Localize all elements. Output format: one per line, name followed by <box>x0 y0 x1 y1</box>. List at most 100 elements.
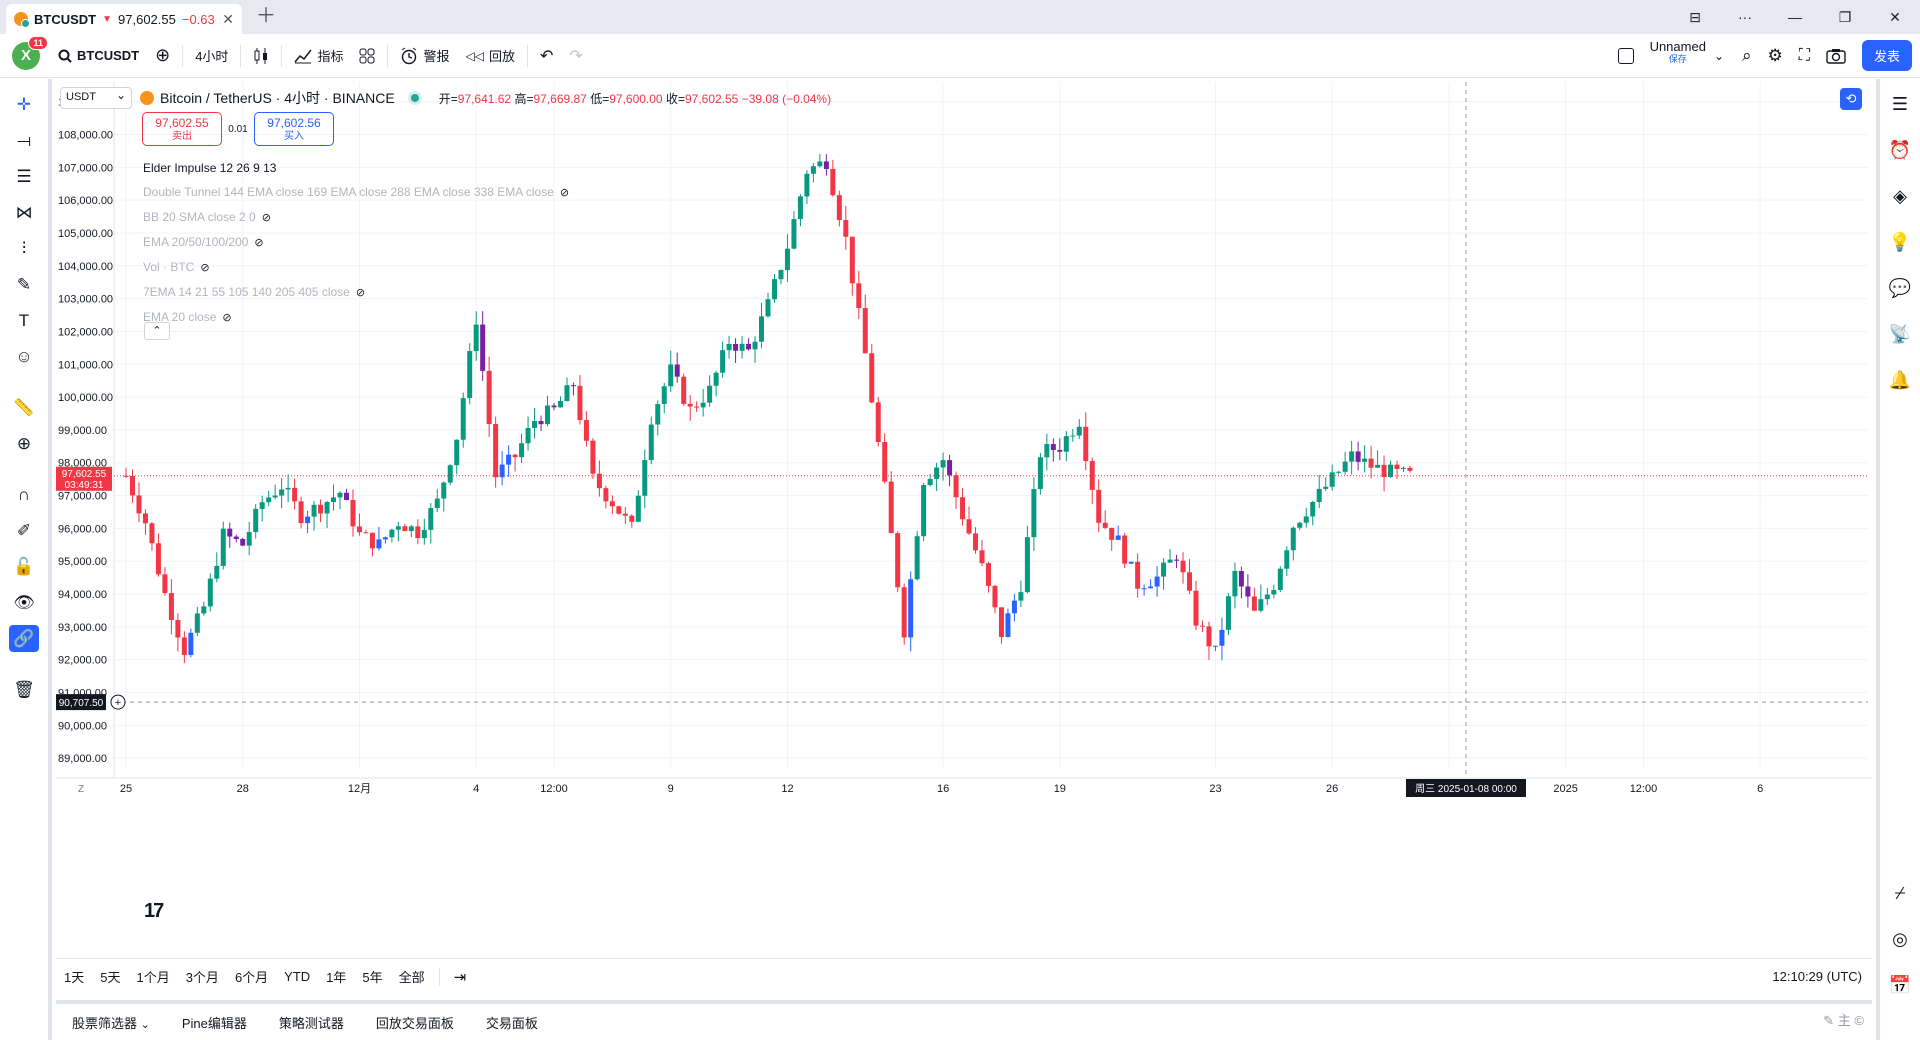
snapshot-button[interactable] <box>1818 40 1854 72</box>
eye-off-icon[interactable]: ⊘ <box>355 287 366 299</box>
eye-icon[interactable]: 👁 <box>13 592 35 612</box>
indicator-item[interactable]: Vol · BTC ⊘ <box>143 255 569 280</box>
indicator-item[interactable]: 7EMA 14 21 55 105 140 205 405 close ⊘ <box>143 280 569 305</box>
fib-lines-icon[interactable]: ☰ <box>16 166 32 186</box>
trend-line-icon[interactable]: ⟞ <box>16 130 32 150</box>
indicator-item[interactable]: EMA 20 close ⊘ <box>143 305 569 330</box>
range-1y[interactable]: 1年 <box>326 970 347 985</box>
broadcast-icon[interactable]: 📡 <box>1888 323 1912 344</box>
buy-button[interactable]: 97,602.56 买入 <box>254 112 334 146</box>
toolbar-divider <box>240 44 242 67</box>
lock-drawing-icon[interactable]: ✐ <box>16 520 32 540</box>
price-chart[interactable]: 109,000.00108,000.00107,000.00106,000.00… <box>56 82 1872 956</box>
new-tab-button[interactable]: ＋ <box>256 5 276 27</box>
tab-stock-screener[interactable]: 股票筛选器 ⌄ <box>56 1013 166 1032</box>
eye-off-icon[interactable]: ⊘ <box>559 187 570 199</box>
replay-button[interactable]: ◁◁ 回放 <box>457 40 522 72</box>
fullscreen-button[interactable]: ⛶ <box>1791 40 1818 72</box>
magnet-icon[interactable]: ∩ <box>17 484 31 504</box>
indicator-item[interactable]: Double Tunnel 144 EMA close 169 EMA clos… <box>143 180 569 205</box>
candle-body <box>823 161 829 169</box>
link-icon[interactable]: 🔗 <box>9 625 39 652</box>
layout-name-button[interactable]: Unnamed 保存 <box>1642 40 1714 72</box>
sell-button[interactable]: 97,602.55 卖出 <box>142 112 222 146</box>
range-all[interactable]: 全部 <box>398 970 425 985</box>
lock-icon[interactable]: 🔓 <box>13 556 35 576</box>
trash-icon[interactable]: 🗑 <box>13 679 35 699</box>
watchlist-icon[interactable]: ☰ <box>1891 93 1909 114</box>
chevron-down-icon[interactable]: ⌄ <box>1713 48 1724 63</box>
zoom-in-icon[interactable]: ⊕ <box>16 433 32 453</box>
chart-type-button[interactable] <box>245 40 277 72</box>
eye-off-icon[interactable]: ⊘ <box>254 237 264 249</box>
avatar[interactable]: X 11 <box>12 35 48 70</box>
alert-button[interactable]: 警报 <box>392 40 457 72</box>
eye-off-icon[interactable]: ⊘ <box>222 312 232 324</box>
eye-off-icon[interactable]: ⊘ <box>261 212 271 224</box>
publish-button[interactable]: 发表 <box>1861 40 1912 71</box>
alerts-clock-icon[interactable]: ⏰ <box>1888 139 1912 160</box>
brush-icon[interactable]: ✎ <box>16 274 32 294</box>
candle-body <box>869 353 875 403</box>
restore-button[interactable]: ❐ <box>1838 8 1852 25</box>
symbol-search-button[interactable]: BTCUSDT <box>50 40 147 72</box>
range-1m[interactable]: 1个月 <box>136 970 170 985</box>
indicator-item[interactable]: Elder Impulse 12 26 9 13 <box>143 156 569 180</box>
eye-off-icon[interactable]: ⊘ <box>200 262 210 274</box>
compare-symbol-button[interactable]: ⊕ <box>147 40 178 72</box>
calendar-icon[interactable]: 📅 <box>1888 974 1912 995</box>
range-5y[interactable]: 5年 <box>362 970 383 985</box>
range-ytd[interactable]: YTD <box>284 969 311 984</box>
templates-button[interactable] <box>351 40 383 72</box>
target-icon[interactable]: ◎ <box>1892 928 1908 949</box>
pattern-icon[interactable]: ⋈ <box>15 202 33 222</box>
range-1d[interactable]: 1天 <box>64 970 85 985</box>
tab-trading-panel[interactable]: 交易面板 <box>485 1015 538 1031</box>
layout-icon[interactable]: ⊟ <box>1689 8 1701 25</box>
range-3m[interactable]: 3个月 <box>185 970 219 985</box>
idea-icon[interactable]: 💡 <box>1888 231 1912 252</box>
indicator-item[interactable]: EMA 20/50/100/200 ⊘ <box>143 230 569 255</box>
range-6m[interactable]: 6个月 <box>234 970 269 985</box>
redo-button[interactable]: ↷ <box>561 40 590 72</box>
utc-clock[interactable]: 12:10:29 (UTC) <box>1772 969 1862 984</box>
drawing-tool-icon[interactable]: ⌿ <box>1894 882 1906 903</box>
chat-icon[interactable]: 💬 <box>1888 277 1912 298</box>
tab-pine-editor[interactable]: Pine编辑器 <box>181 1015 247 1031</box>
sync-icon[interactable]: ⟲ <box>1840 88 1862 110</box>
emoji-icon[interactable]: ☺ <box>15 346 33 366</box>
settings-button[interactable]: ⚙ <box>1760 40 1791 72</box>
text-icon[interactable]: T <box>18 310 30 330</box>
indicators-button[interactable]: 指标 <box>286 40 351 72</box>
toolbar-divider <box>182 44 184 67</box>
bell-icon[interactable]: 🔔 <box>1888 369 1912 390</box>
crosshair-icon[interactable]: ✛ <box>16 94 32 114</box>
undo-button[interactable]: ↶ <box>532 40 561 72</box>
quick-search-button[interactable]: ⌕ <box>1734 40 1760 72</box>
close-window-button[interactable]: ✕ <box>1889 8 1901 25</box>
symbol-title[interactable]: Bitcoin / TetherUS · 4小时 · BINANCE <box>160 90 395 106</box>
ruler-icon[interactable]: 📏 <box>13 397 35 417</box>
range-5d[interactable]: 5天 <box>100 970 121 985</box>
indicator-item[interactable]: BB 20 SMA close 2 0 ⊘ <box>143 205 569 230</box>
candle-body <box>733 343 739 351</box>
layout-select-button[interactable] <box>1610 40 1642 72</box>
candles <box>123 154 1413 664</box>
low-value: 97,600.00 <box>609 91 663 106</box>
tab-replay-trading[interactable]: 回放交易面板 <box>375 1015 454 1031</box>
candle-body <box>356 526 362 533</box>
close-tab-icon[interactable]: ✕ <box>222 10 234 27</box>
chart-pane[interactable]: 109,000.00108,000.00107,000.00106,000.00… <box>56 82 1872 956</box>
goto-date-icon[interactable]: ⇥ <box>453 968 467 986</box>
candle-body <box>681 376 687 404</box>
currency-select[interactable]: USDT <box>60 87 132 109</box>
layers-icon[interactable]: ◈ <box>1893 185 1907 206</box>
interval-button[interactable]: 4小时 <box>187 40 236 72</box>
browser-tab[interactable]: BTCUSDT ▼ 97,602.55 −0.63 ✕ <box>6 4 242 34</box>
candle-body <box>1193 590 1199 626</box>
more-icon[interactable]: ··· <box>1738 9 1752 25</box>
collapse-indicators-button[interactable]: ⌃ <box>144 322 170 340</box>
minimize-button[interactable]: — <box>1788 9 1802 25</box>
forecast-icon[interactable]: ⫶ <box>21 238 27 258</box>
tab-strategy-tester[interactable]: 策略测试器 <box>278 1015 344 1031</box>
